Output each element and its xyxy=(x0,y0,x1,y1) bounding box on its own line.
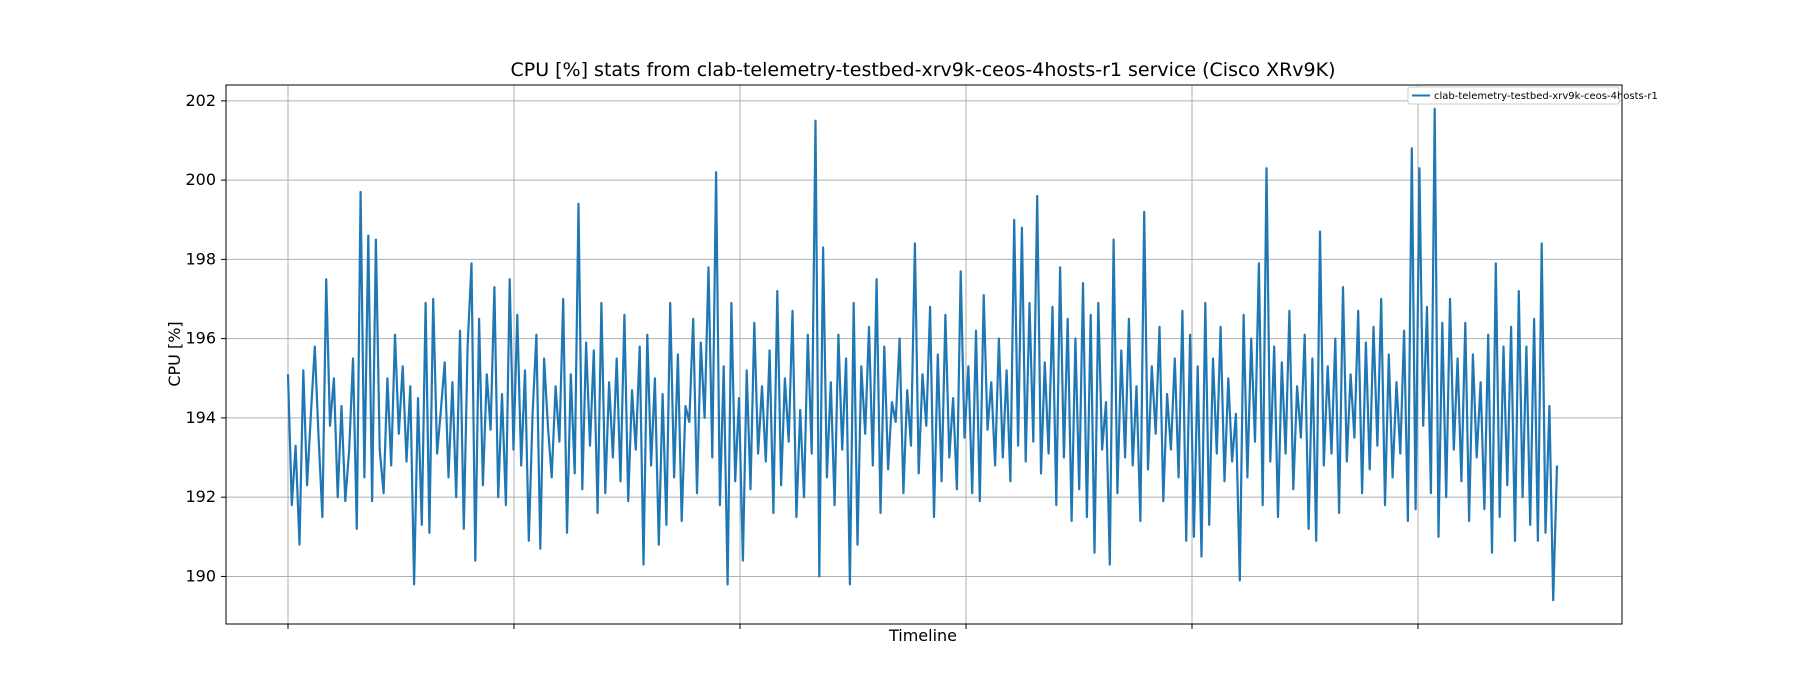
y-axis-ticks: 190 192 194 196 198 200 202 xyxy=(185,91,226,585)
y-tick-label: 190 xyxy=(185,566,216,585)
legend-frame xyxy=(1407,86,1620,105)
y-tick-label: 200 xyxy=(185,170,216,189)
legend: clab-telemetry-testbed-xrv9k-ceos-4hosts… xyxy=(1407,86,1658,105)
y-tick-label: 202 xyxy=(185,91,216,110)
grid xyxy=(226,85,1622,629)
y-axis-label: CPU [%] xyxy=(165,321,184,386)
series-line-0 xyxy=(286,107,1559,602)
y-tick-label: 196 xyxy=(185,329,216,348)
y-tick-label: 194 xyxy=(185,408,216,427)
legend-entry: clab-telemetry-testbed-xrv9k-ceos-4hosts… xyxy=(1434,91,1658,102)
plot-frame xyxy=(225,84,1623,625)
y-tick-label: 192 xyxy=(185,487,216,506)
series-layer xyxy=(286,107,1559,602)
y-tick-label: 198 xyxy=(185,249,216,268)
x-axis-label: Timeline xyxy=(888,626,957,645)
chart-title: CPU [%] stats from clab-telemetry-testbe… xyxy=(510,59,1335,81)
